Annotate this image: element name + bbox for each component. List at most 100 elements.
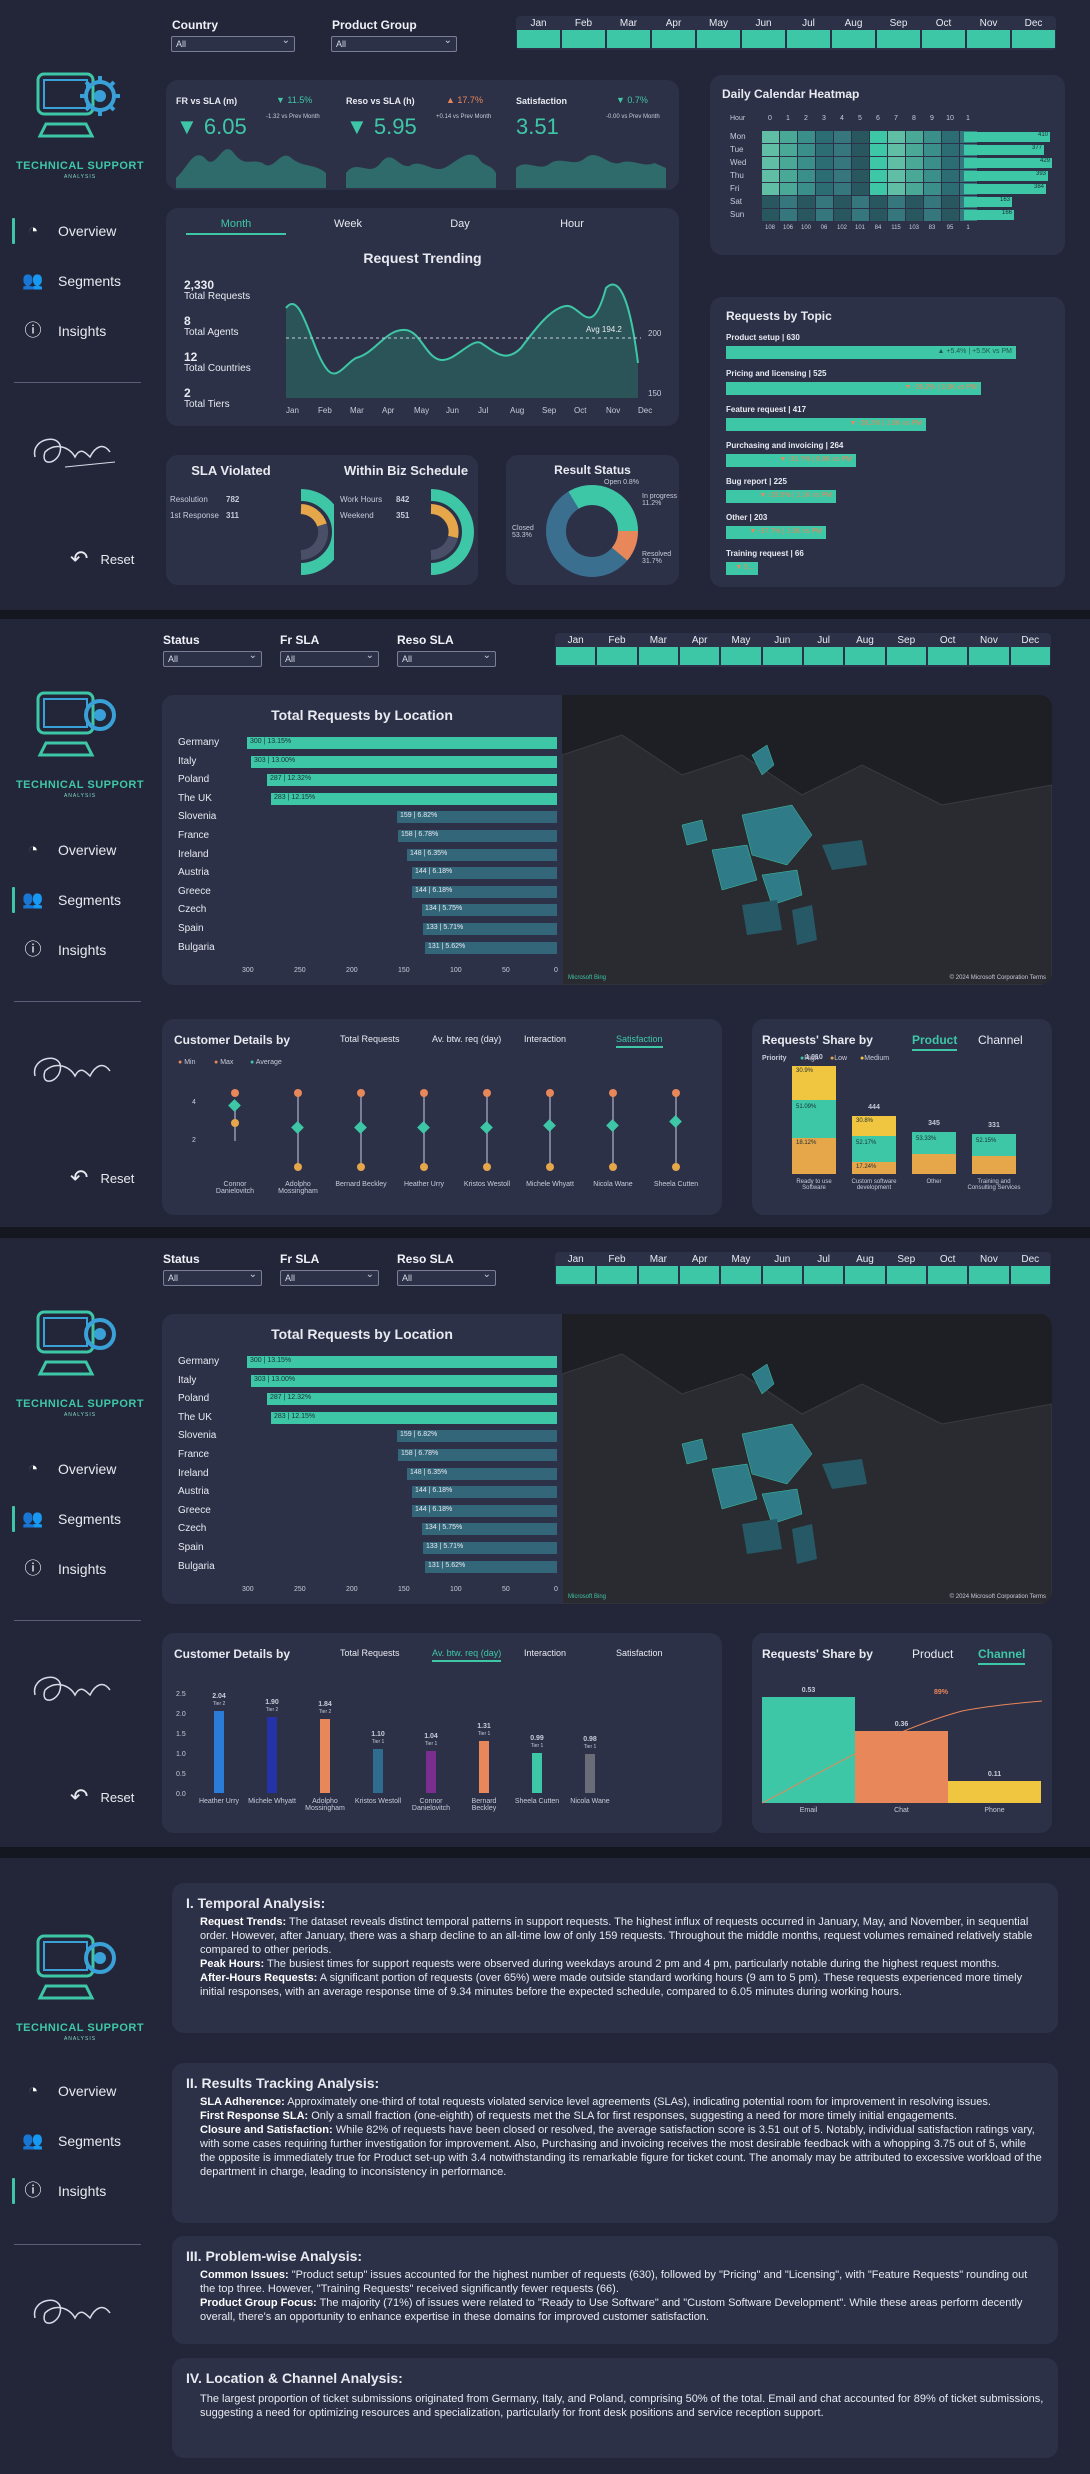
nav-segments[interactable]: 👥 Segments: [22, 2131, 122, 2150]
agent-bar[interactable]: [267, 1717, 277, 1793]
month-dec[interactable]: Dec: [1010, 633, 1051, 667]
month-mar[interactable]: Mar: [638, 1252, 679, 1286]
filter-fr-sla[interactable]: All: [280, 1269, 379, 1286]
share-bar[interactable]: 30.8% 52.17% 17.24%: [852, 1116, 896, 1174]
month-feb[interactable]: Feb: [596, 1252, 637, 1286]
nav-overview[interactable]: ◔ Overview: [22, 2080, 117, 2102]
agent-bar[interactable]: [532, 1753, 542, 1793]
reset-button[interactable]: ↶ Reset: [70, 546, 135, 571]
month-slicer[interactable]: Jan Feb Mar Apr May Jun Jul Aug Sep Oct Nov Dec: [555, 633, 1051, 667]
month-jul[interactable]: Jul: [803, 1252, 844, 1286]
filter-status[interactable]: All: [163, 1269, 262, 1286]
location-bar[interactable]: 158 | 6.78%: [398, 1449, 557, 1461]
nav-segments[interactable]: 👥 Segments: [22, 890, 122, 909]
location-bar[interactable]: 148 | 6.35%: [407, 848, 557, 861]
month-mar[interactable]: Mar: [606, 16, 651, 50]
month-jul[interactable]: Jul: [803, 633, 844, 667]
share-bar[interactable]: 53.33%: [912, 1132, 956, 1174]
share-tab[interactable]: Channel: [978, 1033, 1023, 1047]
month-sep[interactable]: Sep: [876, 16, 921, 50]
location-bar[interactable]: 287 | 12.32%: [267, 774, 557, 787]
month-apr[interactable]: Apr: [679, 1252, 720, 1286]
month-apr[interactable]: Apr: [651, 16, 696, 50]
month-jun[interactable]: Jun: [762, 1252, 803, 1286]
location-bar[interactable]: 159 | 6.82%: [397, 811, 557, 824]
location-bar[interactable]: 283 | 12.15%: [271, 792, 557, 805]
nav-insights[interactable]: ⓘ Insights: [22, 939, 107, 961]
nav-segments[interactable]: 👥 Segments: [22, 271, 122, 290]
month-nov[interactable]: Nov: [968, 633, 1009, 667]
filter-status[interactable]: All: [163, 650, 262, 667]
location-bar[interactable]: 134 | 5.75%: [422, 1523, 557, 1536]
month-dec[interactable]: Dec: [1011, 16, 1056, 50]
month-apr[interactable]: Apr: [679, 633, 720, 667]
agent-bar[interactable]: [320, 1719, 330, 1793]
month-feb[interactable]: Feb: [561, 16, 606, 50]
month-aug[interactable]: Aug: [844, 1252, 885, 1286]
location-bar[interactable]: 134 | 5.75%: [422, 904, 557, 917]
location-bar[interactable]: 144 | 6.18%: [412, 867, 557, 880]
nav-overview[interactable]: ◔ Overview: [22, 839, 117, 861]
month-oct[interactable]: Oct: [927, 633, 968, 667]
group-filter[interactable]: All: [331, 35, 457, 52]
europe-map[interactable]: Microsoft Bing © 2024 Microsoft Corporati…: [561, 1314, 1052, 1604]
location-bar[interactable]: 158 | 6.78%: [398, 830, 557, 842]
location-bar[interactable]: 144 | 6.18%: [412, 885, 557, 898]
share-bar[interactable]: 30.9% 51.09% 18.12%: [792, 1066, 836, 1174]
nav-insights[interactable]: ⓘ Insights: [22, 320, 107, 342]
customer-tab[interactable]: Total Requests: [340, 1034, 400, 1044]
location-bar[interactable]: 303 | 13.00%: [251, 1374, 557, 1387]
topic-bar[interactable]: ▼ -31.7% | 0.6K vs PM: [726, 454, 856, 467]
share-tab[interactable]: Product: [912, 1647, 954, 1661]
share-tab[interactable]: Channel: [978, 1647, 1026, 1665]
month-dec[interactable]: Dec: [1010, 1252, 1051, 1286]
nav-overview[interactable]: ◔ Overview: [22, 220, 117, 242]
reset-button[interactable]: ↶ Reset: [70, 1784, 135, 1809]
month-jun[interactable]: Jun: [762, 633, 803, 667]
month-jan[interactable]: Jan: [516, 16, 561, 50]
location-bar[interactable]: 133 | 5.71%: [423, 1542, 557, 1554]
nav-segments[interactable]: 👥 Segments: [22, 1509, 122, 1528]
trend-tab-week[interactable]: Week: [334, 218, 362, 230]
month-oct[interactable]: Oct: [921, 16, 966, 50]
nav-insights[interactable]: ⓘ Insights: [22, 2180, 107, 2202]
nav-insights[interactable]: ⓘ Insights: [22, 1558, 107, 1580]
location-bar[interactable]: 300 | 13.15%: [247, 1356, 557, 1368]
month-aug[interactable]: Aug: [831, 16, 876, 50]
topic-bar[interactable]: ▼ -37.7% | 1.3K vs PM: [726, 526, 826, 539]
month-jun[interactable]: Jun: [741, 16, 786, 50]
month-slicer[interactable]: Jan Feb Mar Apr May Jun Jul Aug Sep Oct Nov Dec: [555, 1252, 1051, 1286]
customer-tab[interactable]: Satisfaction: [616, 1034, 663, 1048]
customer-tab[interactable]: Av. btw. req (day): [432, 1648, 502, 1662]
month-aug[interactable]: Aug: [844, 633, 885, 667]
topic-bar[interactable]: ▼ -29.5% | 1.1K vs PM: [726, 490, 836, 503]
customer-tab[interactable]: Interaction: [524, 1034, 567, 1044]
agent-bar[interactable]: [479, 1740, 489, 1793]
month-nov[interactable]: Nov: [968, 1252, 1009, 1286]
customer-tab[interactable]: Total Requests: [340, 1648, 400, 1658]
location-bar[interactable]: 283 | 12.15%: [271, 1411, 557, 1424]
topic-bar[interactable]: ▼ -26.2% | 3.3K vs PM: [726, 382, 981, 395]
location-bar[interactable]: 159 | 6.82%: [397, 1430, 557, 1443]
topic-bar[interactable]: ▼ 5...: [726, 562, 758, 575]
location-bar[interactable]: 131 | 5.62%: [425, 1560, 557, 1573]
country-filter[interactable]: All: [171, 35, 295, 52]
location-bar[interactable]: 133 | 5.71%: [423, 923, 557, 935]
location-bar[interactable]: 148 | 6.35%: [407, 1467, 557, 1480]
channel-bar[interactable]: [855, 1731, 948, 1803]
europe-map[interactable]: Microsoft Bing © 2024 Microsoft Corporati…: [561, 695, 1052, 985]
location-bar[interactable]: 303 | 13.00%: [251, 755, 557, 768]
location-bar[interactable]: 144 | 6.18%: [412, 1486, 557, 1499]
reset-button[interactable]: ↶ Reset: [70, 1165, 135, 1190]
location-bar[interactable]: 287 | 12.32%: [267, 1393, 557, 1406]
filter-fr-sla[interactable]: All: [280, 650, 379, 667]
agent-bar[interactable]: [585, 1753, 595, 1793]
channel-bar[interactable]: [948, 1781, 1041, 1803]
filter-reso-sla[interactable]: All: [397, 1269, 496, 1286]
topic-bar[interactable]: ▲ +5.4% | +5.5K vs PM: [726, 346, 1016, 359]
month-may[interactable]: May: [720, 1252, 761, 1286]
month-may[interactable]: May: [696, 16, 741, 50]
agent-bar[interactable]: [214, 1711, 224, 1793]
customer-tab[interactable]: Satisfaction: [616, 1648, 663, 1658]
month-jan[interactable]: Jan: [555, 1252, 596, 1286]
